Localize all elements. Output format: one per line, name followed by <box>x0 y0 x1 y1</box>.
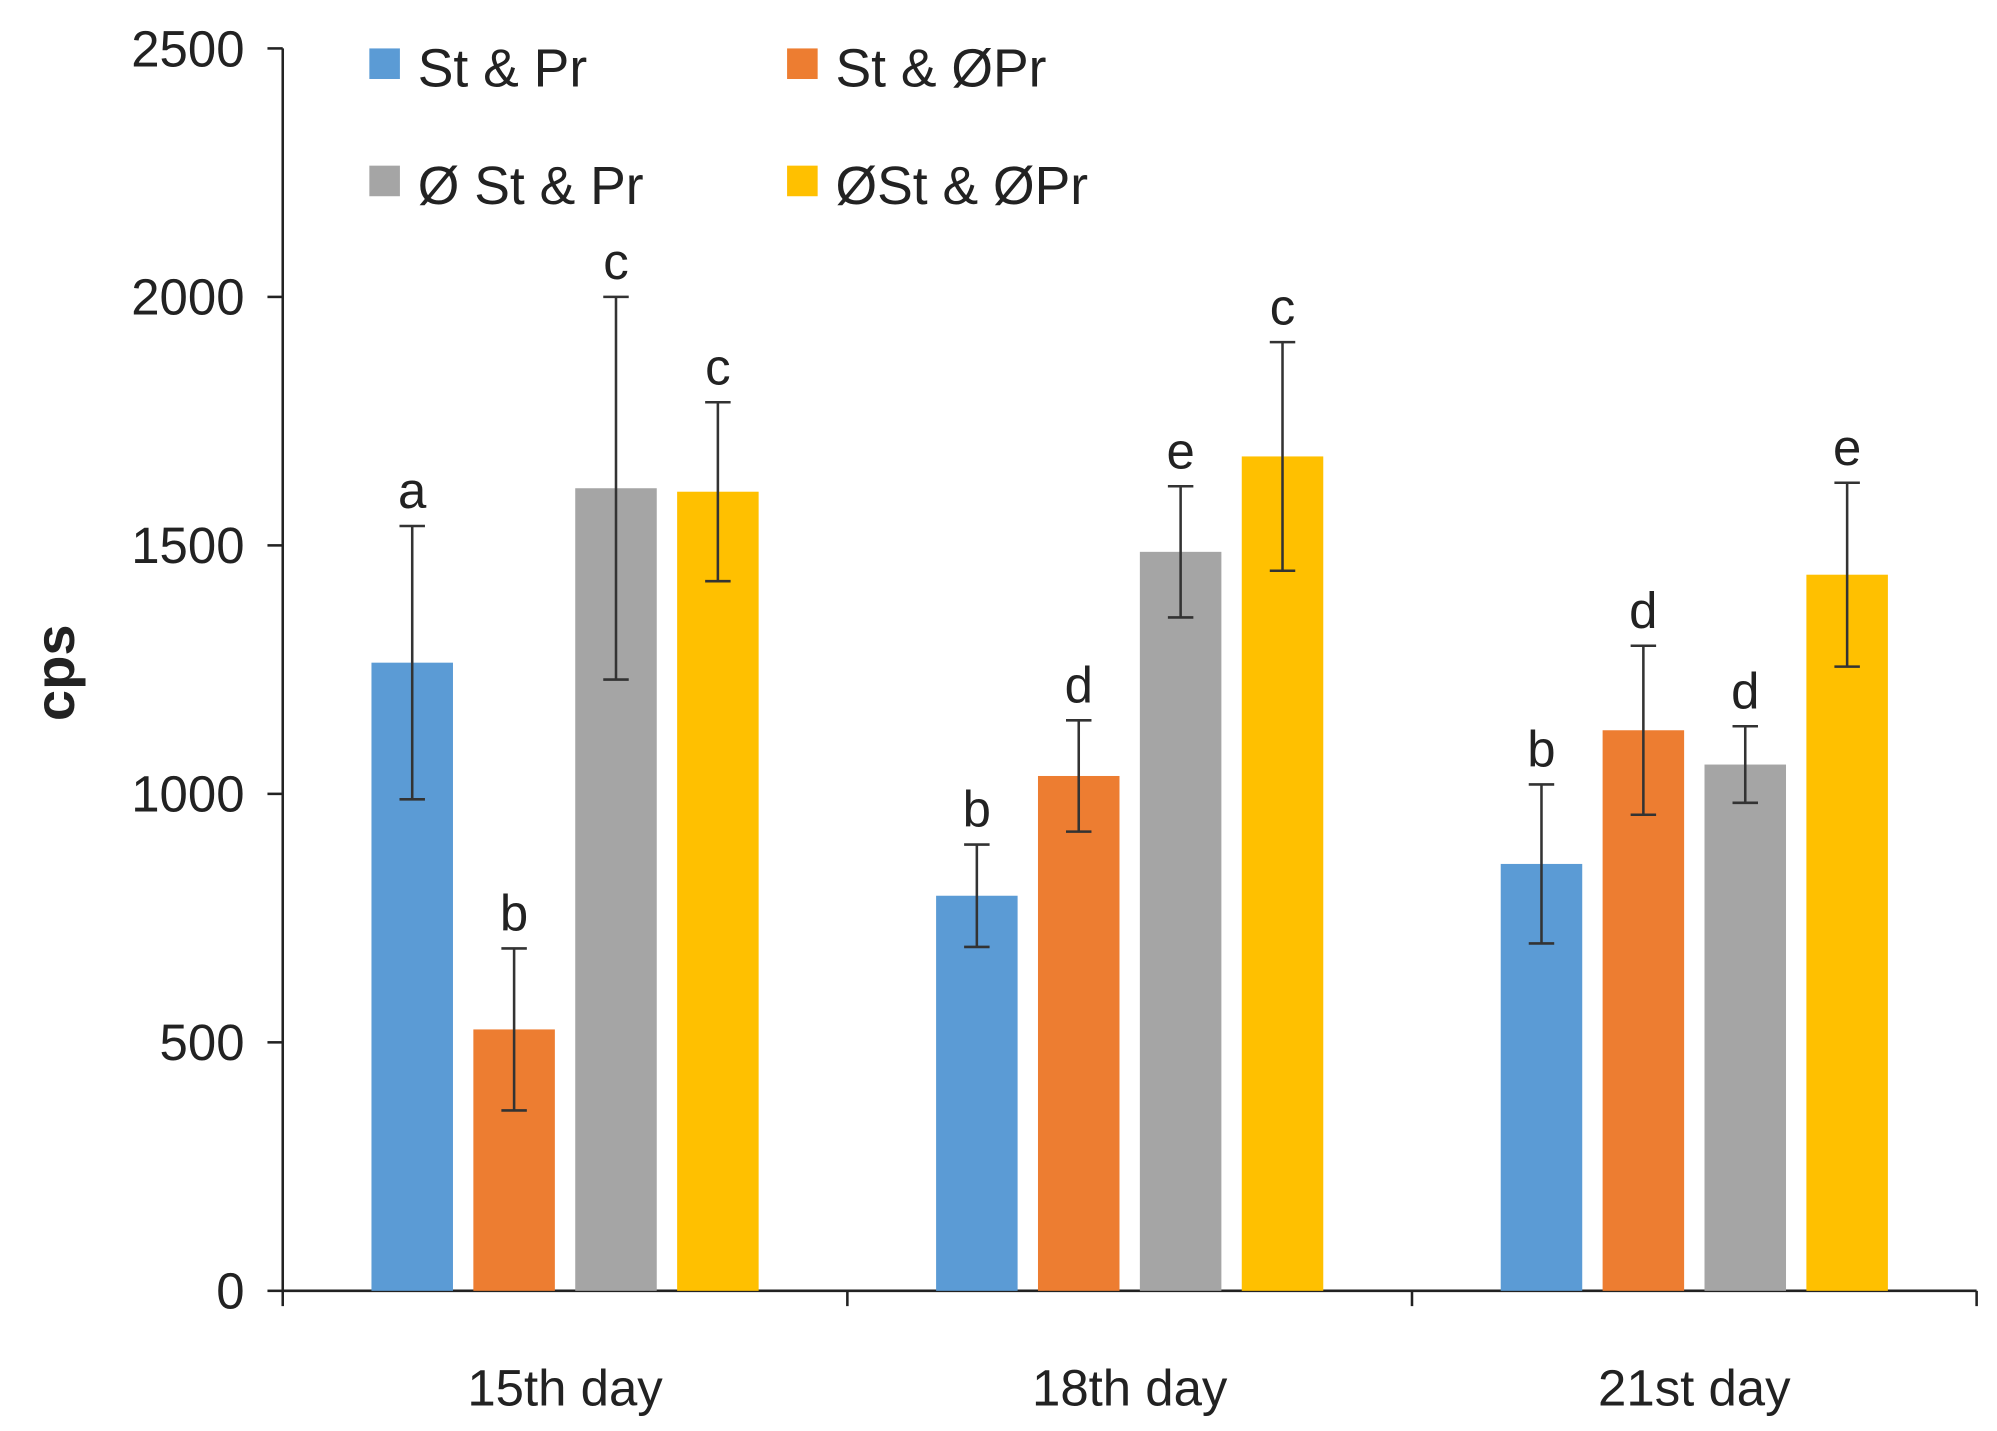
bar <box>1037 775 1120 1291</box>
bar <box>1241 456 1324 1291</box>
y-tick-label: 2500 <box>131 20 244 77</box>
significance-letter: c <box>603 233 628 290</box>
legend-label: St & ØPr <box>835 40 1046 99</box>
bars: a b b b d d c e d c c e <box>371 233 1888 1291</box>
y-tick-label: 500 <box>160 1014 245 1071</box>
significance-letter: b <box>500 885 528 942</box>
significance-letter: c <box>1270 278 1295 335</box>
legend-swatch <box>369 48 400 80</box>
bar <box>1139 551 1222 1291</box>
bar <box>936 895 1018 1291</box>
significance-letter: d <box>1731 662 1759 719</box>
legend-swatch <box>787 165 818 197</box>
legend-label: Ø St & Pr <box>418 157 644 216</box>
significance-letter: a <box>398 462 427 519</box>
y-axis-label: cps <box>23 625 86 722</box>
y-tick-label: 0 <box>216 1263 244 1320</box>
bar <box>1704 764 1787 1291</box>
x-tick-label: 21st day <box>1598 1360 1791 1417</box>
significance-letter: e <box>1833 419 1861 476</box>
axes: 0 500 1000 1500 2000 2500 15th day 18th day 21st… <box>131 20 1978 1417</box>
significance-letter: b <box>963 781 991 838</box>
bar <box>677 491 759 1291</box>
legend-label: ØSt & ØPr <box>835 157 1088 216</box>
significance-letter: e <box>1166 422 1194 479</box>
y-tick-label: 1000 <box>131 766 244 823</box>
legend-label: St & Pr <box>418 40 587 99</box>
significance-letter: c <box>705 338 730 395</box>
legend-swatch <box>369 165 400 197</box>
x-tick-label: 18th day <box>1032 1360 1228 1417</box>
y-tick-label: 2000 <box>131 269 244 326</box>
x-tick-label: 15th day <box>467 1360 663 1417</box>
legend: St & Pr St & ØPr Ø St & Pr ØSt & ØPr <box>369 40 1088 216</box>
significance-letter: d <box>1629 582 1657 639</box>
legend-swatch <box>787 48 818 80</box>
bar <box>1806 574 1888 1291</box>
bar <box>1602 730 1685 1291</box>
significance-letter: d <box>1065 656 1093 713</box>
y-tick-label: 1500 <box>131 517 244 574</box>
significance-letter: b <box>1527 721 1555 778</box>
